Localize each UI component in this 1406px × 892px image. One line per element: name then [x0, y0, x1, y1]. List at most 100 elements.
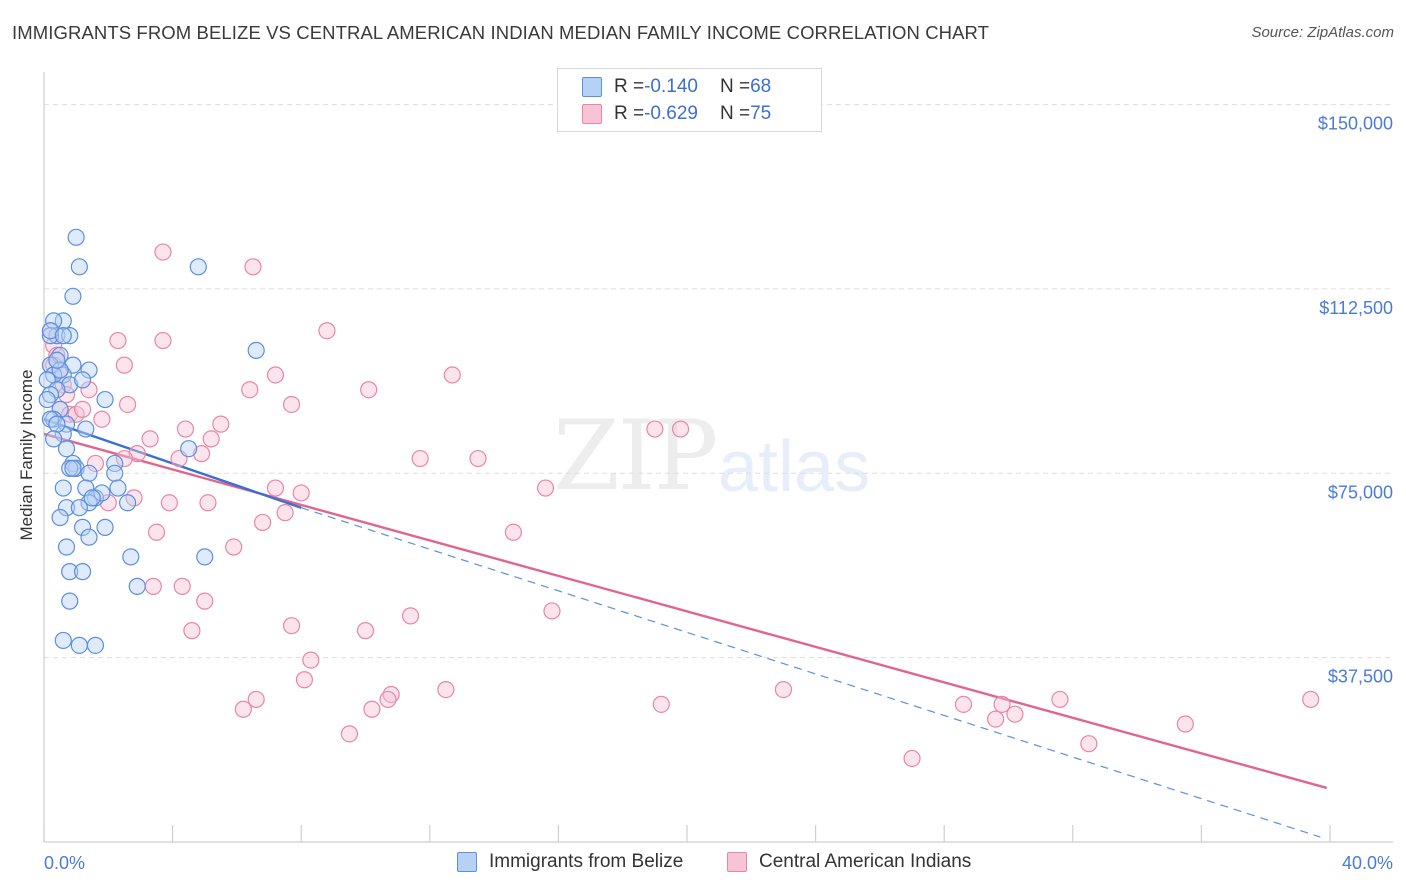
chart-title: IMMIGRANTS FROM BELIZE VS CENTRAL AMERIC… — [12, 22, 990, 43]
point-central-american-indians — [1080, 735, 1098, 753]
legend-item-belize[interactable]: Immigrants from Belize — [457, 851, 683, 873]
point-central-american-indians — [382, 685, 400, 704]
point-central-american-indians — [469, 449, 487, 468]
point-belize — [122, 548, 140, 566]
point-central-american-indians — [86, 454, 105, 473]
point-central-american-indians — [61, 405, 79, 423]
point-belize — [70, 636, 88, 654]
point-central-american-indians — [202, 430, 220, 448]
x-tick-label: 40.0% — [1342, 853, 1393, 873]
legend-item-central-american-indians[interactable]: Central American Indians — [727, 851, 971, 873]
point-central-american-indians — [199, 494, 217, 512]
point-central-american-indians — [443, 366, 461, 384]
legend-row-central-american-indians: R = -0.629 N = 75 — [582, 102, 771, 126]
point-central-american-indians — [109, 331, 127, 350]
point-belize — [80, 528, 98, 546]
n-label: N = — [719, 76, 751, 97]
blue-swatch — [457, 852, 477, 872]
point-central-american-indians — [536, 479, 555, 497]
point-central-american-indians — [652, 695, 670, 713]
legend-label-central-american-indians: Central American Indians — [759, 851, 972, 872]
point-belize — [61, 592, 79, 610]
y-tick-label: $75,000 — [1328, 482, 1393, 502]
watermark-atlas: atlas — [718, 427, 871, 507]
point-central-american-indians — [160, 494, 178, 512]
n-value: 75 — [750, 103, 772, 124]
point-belize — [57, 415, 76, 433]
data-points — [38, 228, 1320, 768]
series-legend: Immigrants from Belize Central American … — [0, 851, 1406, 877]
source-label: Source: ZipAtlas.com — [1251, 24, 1394, 41]
point-central-american-indians — [282, 395, 301, 414]
point-belize — [61, 327, 79, 345]
point-belize — [64, 454, 82, 473]
point-central-american-indians — [93, 410, 111, 428]
point-belize — [48, 415, 66, 433]
point-central-american-indians — [183, 622, 201, 640]
x-tick-label: 0.0% — [44, 853, 85, 873]
y-tick-label: $150,000 — [1318, 114, 1393, 134]
point-central-american-indians — [173, 577, 191, 595]
point-central-american-indians — [1006, 705, 1024, 723]
point-belize — [247, 341, 265, 359]
point-belize — [86, 636, 105, 654]
point-belize — [54, 479, 72, 497]
n-value: 68 — [750, 76, 772, 97]
point-central-american-indians — [241, 381, 259, 399]
point-central-american-indians — [196, 592, 214, 610]
trend-line-belize-extrapolated — [301, 507, 1321, 838]
point-belize — [41, 327, 60, 345]
point-belize — [196, 548, 214, 566]
point-belize — [54, 312, 72, 330]
point-belize — [51, 361, 69, 379]
point-central-american-indians — [356, 622, 375, 640]
point-belize — [83, 489, 101, 507]
point-central-american-indians — [437, 680, 455, 699]
point-belize — [118, 494, 137, 512]
point-central-american-indians — [73, 400, 92, 418]
n-label: N = — [719, 103, 751, 124]
point-central-american-indians — [266, 479, 285, 497]
point-belize — [64, 459, 82, 477]
point-central-american-indians — [774, 680, 793, 699]
point-central-american-indians — [282, 617, 301, 635]
pink-swatch — [727, 852, 747, 872]
point-central-american-indians — [302, 651, 320, 669]
blue-swatch — [582, 77, 602, 97]
point-belize — [54, 366, 72, 384]
gridlines — [44, 104, 1393, 659]
point-central-american-indians — [292, 484, 310, 502]
point-belize — [80, 464, 98, 482]
y-axis-title: Median Family Income — [17, 369, 36, 540]
point-belize — [54, 327, 72, 345]
point-central-american-indians — [147, 523, 166, 541]
point-belize — [109, 479, 127, 497]
point-central-american-indians — [244, 258, 262, 276]
point-central-american-indians — [646, 420, 664, 438]
trend-lines — [43, 418, 1328, 838]
point-central-american-indians — [276, 504, 294, 522]
point-central-american-indians — [671, 420, 690, 438]
watermark-zip: ZIP — [553, 400, 718, 512]
point-central-american-indians — [318, 322, 336, 340]
point-central-american-indians — [993, 695, 1011, 713]
point-central-american-indians — [154, 243, 172, 261]
r-value: -0.140 — [644, 76, 698, 97]
point-belize — [38, 390, 56, 409]
point-central-american-indians — [115, 356, 133, 374]
point-belize — [61, 376, 79, 394]
point-central-american-indians — [176, 420, 195, 438]
point-central-american-indians — [1302, 690, 1320, 709]
point-central-american-indians — [340, 725, 359, 743]
axes — [43, 72, 1393, 843]
point-belize — [41, 386, 60, 404]
point-central-american-indians — [225, 538, 243, 556]
point-central-american-indians — [379, 690, 397, 709]
point-belize — [61, 563, 79, 581]
point-belize — [73, 563, 92, 581]
point-belize — [80, 361, 98, 379]
trend-line-central-american-indians — [43, 432, 1328, 790]
point-central-american-indians — [192, 445, 211, 463]
point-central-american-indians — [1176, 715, 1194, 733]
point-central-american-indians — [954, 695, 973, 713]
